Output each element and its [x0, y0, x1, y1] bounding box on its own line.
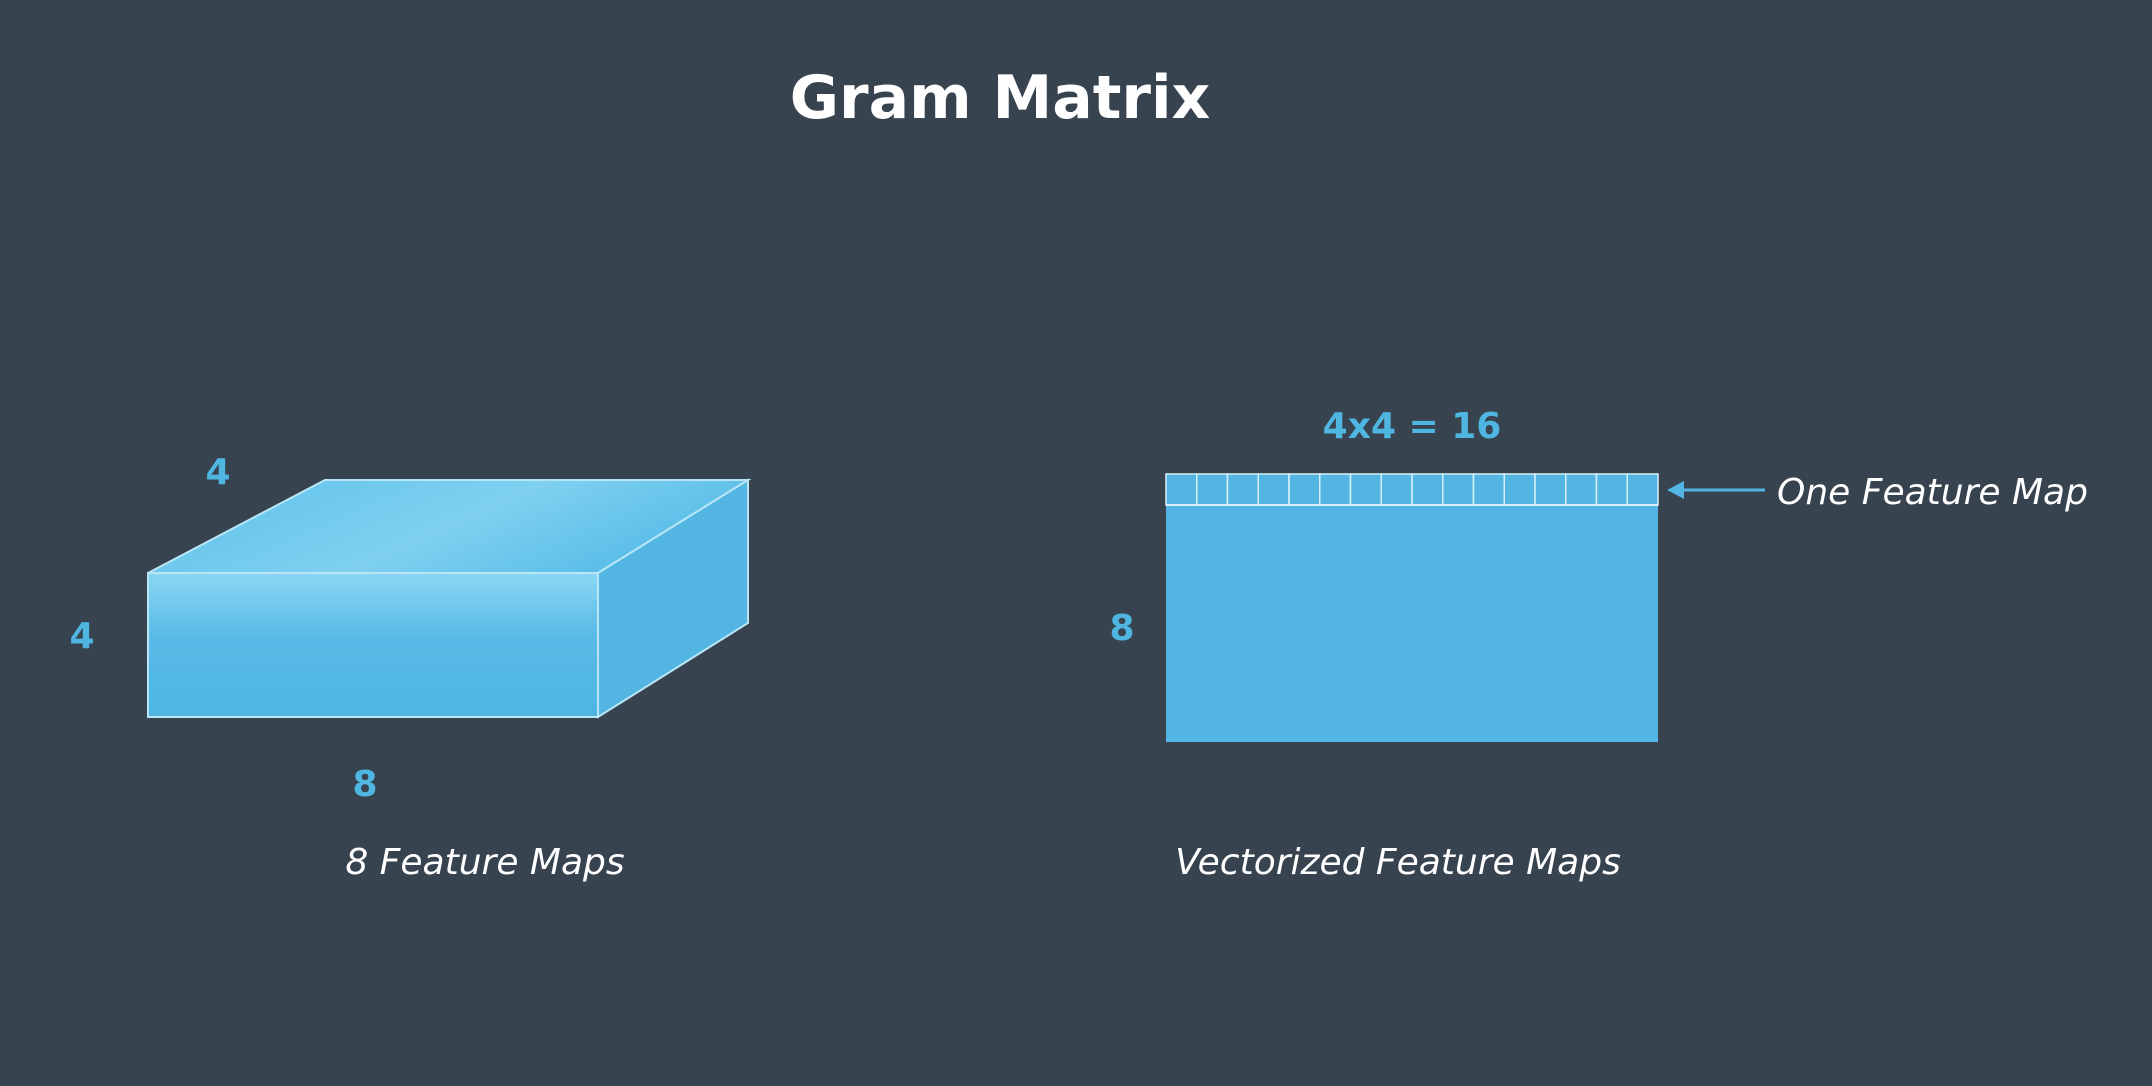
row-cell	[1226, 473, 1259, 506]
row-cell	[1472, 473, 1505, 506]
row-cell	[1534, 473, 1567, 506]
row-cell	[1411, 473, 1444, 506]
arrow-icon	[1667, 481, 1765, 499]
row-cell	[1288, 473, 1321, 506]
matrix-rows-label: 8	[1109, 608, 1134, 649]
row-cell	[1565, 473, 1598, 506]
row-cell	[1626, 473, 1659, 506]
row-cell	[1165, 473, 1198, 506]
row-cell	[1349, 473, 1382, 506]
feature-maps-box	[147, 478, 752, 719]
row-cell	[1196, 473, 1229, 506]
vectorized-matrix	[1166, 474, 1658, 742]
row-cell	[1442, 473, 1475, 506]
right-caption: Vectorized Feature Maps	[1175, 842, 1621, 883]
box-height-label: 4	[69, 616, 94, 657]
matrix-top-label: 4x4 = 16	[1323, 406, 1502, 447]
feature-map-row	[1165, 473, 1659, 506]
box-front-face	[147, 572, 599, 718]
row-cell	[1380, 473, 1413, 506]
row-cell	[1257, 473, 1290, 506]
row-cell	[1319, 473, 1352, 506]
row-cell	[1503, 473, 1536, 506]
one-feature-map-label: One Feature Map	[1777, 472, 2088, 513]
box-depth-label: 4	[205, 452, 230, 493]
box-width-label: 8	[352, 764, 377, 805]
row-cell	[1595, 473, 1628, 506]
left-caption: 8 Feature Maps	[345, 842, 624, 883]
page-title: Gram Matrix	[790, 63, 1210, 133]
